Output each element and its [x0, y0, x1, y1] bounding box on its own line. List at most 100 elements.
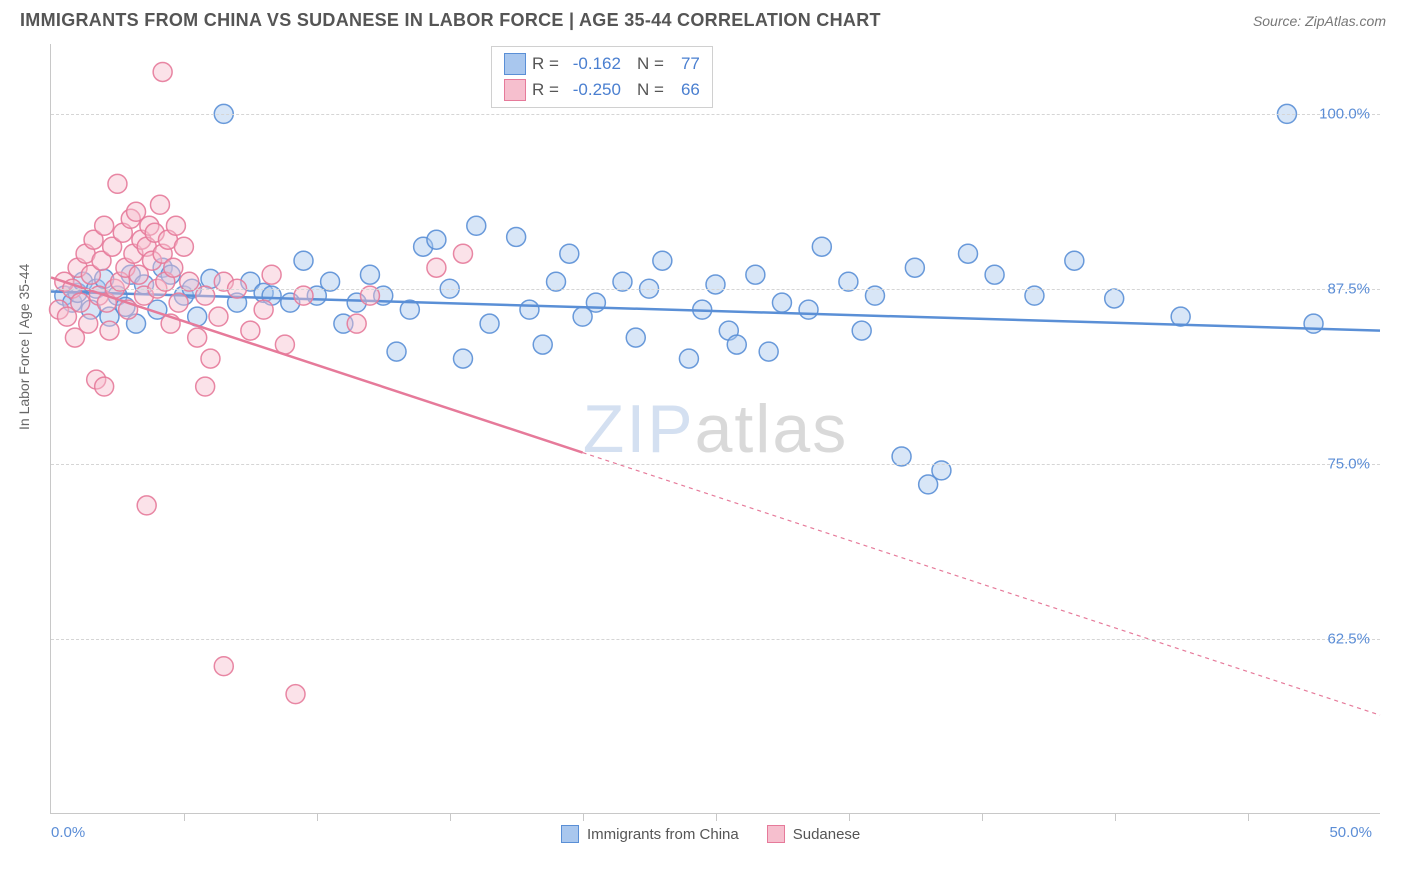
- data-point: [164, 258, 183, 277]
- legend-swatch: [561, 825, 579, 843]
- x-tick: [716, 813, 717, 821]
- data-point: [1065, 251, 1084, 270]
- legend-row: R = -0.250 N = 66: [504, 77, 700, 103]
- gridline: [51, 114, 1380, 115]
- x-tick: [583, 813, 584, 821]
- data-point: [137, 496, 156, 515]
- data-point: [1171, 307, 1190, 326]
- data-point: [746, 265, 765, 284]
- data-point: [533, 335, 552, 354]
- y-tick-label: 87.5%: [1327, 281, 1370, 298]
- data-point: [71, 293, 90, 312]
- x-tick: [982, 813, 983, 821]
- trend-line-extrapolated: [583, 453, 1380, 716]
- data-point: [79, 314, 98, 333]
- data-point: [201, 349, 220, 368]
- data-point: [166, 216, 185, 235]
- data-point: [560, 244, 579, 263]
- data-point: [241, 321, 260, 340]
- data-point: [169, 293, 188, 312]
- data-point: [360, 265, 379, 284]
- data-point: [387, 342, 406, 361]
- legend-row: R = -0.162 N = 77: [504, 51, 700, 77]
- data-point: [108, 174, 127, 193]
- data-point: [467, 216, 486, 235]
- x-tick: [1115, 813, 1116, 821]
- data-point: [480, 314, 499, 333]
- data-point: [727, 335, 746, 354]
- legend-swatch: [767, 825, 785, 843]
- legend-r-label: R =: [532, 54, 559, 74]
- data-point: [95, 216, 114, 235]
- data-point: [294, 251, 313, 270]
- data-point: [772, 293, 791, 312]
- x-tick-label: 0.0%: [51, 824, 85, 841]
- data-point: [286, 685, 305, 704]
- data-point: [209, 307, 228, 326]
- data-point: [799, 300, 818, 319]
- chart-area: ZIPatlas R =-0.162N =77R =-0.250N =66 Im…: [50, 44, 1380, 814]
- data-point: [1304, 314, 1323, 333]
- data-point: [905, 258, 924, 277]
- data-point: [174, 237, 193, 256]
- data-point: [453, 244, 472, 263]
- data-point: [520, 300, 539, 319]
- data-point: [427, 258, 446, 277]
- data-point: [653, 251, 672, 270]
- data-point: [95, 377, 114, 396]
- data-point: [985, 265, 1004, 284]
- data-point: [626, 328, 645, 347]
- data-point: [759, 342, 778, 361]
- y-axis-label: In Labor Force | Age 35-44: [16, 264, 32, 430]
- data-point: [679, 349, 698, 368]
- data-point: [586, 293, 605, 312]
- plot-svg: [51, 44, 1380, 813]
- legend-r-value: -0.162: [565, 54, 621, 74]
- x-tick-label: 50.0%: [1329, 824, 1372, 841]
- legend-series: Immigrants from China Sudanese: [561, 825, 860, 843]
- data-point: [150, 195, 169, 214]
- y-tick-label: 62.5%: [1327, 631, 1370, 648]
- x-tick: [317, 813, 318, 821]
- data-point: [214, 657, 233, 676]
- x-tick: [1248, 813, 1249, 821]
- x-tick: [450, 813, 451, 821]
- legend-n-value: 77: [670, 54, 700, 74]
- legend-swatch: [504, 53, 526, 75]
- legend-r-label: R =: [532, 80, 559, 100]
- legend-item: Sudanese: [767, 825, 861, 843]
- legend-n-value: 66: [670, 80, 700, 100]
- data-point: [706, 275, 725, 294]
- gridline: [51, 289, 1380, 290]
- chart-title: IMMIGRANTS FROM CHINA VS SUDANESE IN LAB…: [20, 10, 881, 31]
- y-tick-label: 100.0%: [1319, 106, 1370, 123]
- data-point: [196, 377, 215, 396]
- legend-label: Sudanese: [793, 826, 861, 843]
- legend-n-label: N =: [637, 80, 664, 100]
- legend-swatch: [504, 79, 526, 101]
- data-point: [959, 244, 978, 263]
- data-point: [427, 230, 446, 249]
- data-point: [1105, 289, 1124, 308]
- x-tick: [849, 813, 850, 821]
- data-point: [262, 265, 281, 284]
- legend-r-value: -0.250: [565, 80, 621, 100]
- data-point: [100, 321, 119, 340]
- data-point: [254, 300, 273, 319]
- legend-item: Immigrants from China: [561, 825, 739, 843]
- gridline: [51, 639, 1380, 640]
- source-label: Source: ZipAtlas.com: [1253, 13, 1386, 29]
- data-point: [507, 227, 526, 246]
- legend-correlation: R = -0.162 N = 77 R = -0.250 N = 66: [491, 46, 713, 108]
- data-point: [453, 349, 472, 368]
- legend-label: Immigrants from China: [587, 826, 739, 843]
- legend-n-label: N =: [637, 54, 664, 74]
- header: IMMIGRANTS FROM CHINA VS SUDANESE IN LAB…: [0, 0, 1406, 35]
- x-tick: [184, 813, 185, 821]
- gridline: [51, 464, 1380, 465]
- data-point: [852, 321, 871, 340]
- data-point: [812, 237, 831, 256]
- data-point: [153, 62, 172, 81]
- y-tick-label: 75.0%: [1327, 456, 1370, 473]
- data-point: [347, 314, 366, 333]
